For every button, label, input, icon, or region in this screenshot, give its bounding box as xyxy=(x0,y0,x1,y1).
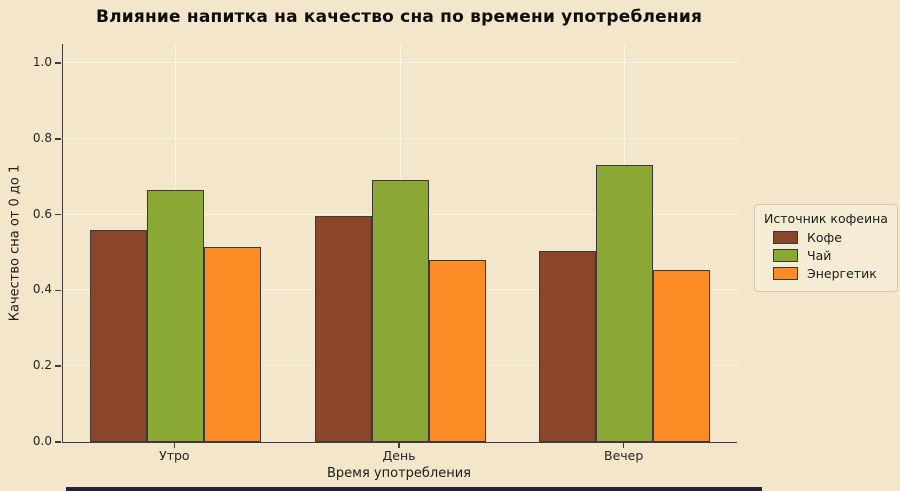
legend-title: Источник кофеина xyxy=(764,211,888,226)
bottom-window-edge xyxy=(66,487,762,491)
bar-Энергетик-Вечер xyxy=(653,269,711,442)
legend-swatch-Энергетик xyxy=(773,267,798,280)
y-tick-mark xyxy=(55,441,61,443)
y-axis-label: Качество сна от 0 до 1 xyxy=(7,164,23,322)
plot-area xyxy=(62,44,737,443)
legend-item-Кофе: Кофе xyxy=(773,230,889,245)
y-tick-label: 0.8 xyxy=(32,130,52,145)
legend-item-label: Энергетик xyxy=(807,266,877,281)
legend-item-label: Кофе xyxy=(807,230,842,245)
y-tick-mark xyxy=(55,137,61,140)
x-tick-label: День xyxy=(382,448,416,463)
legend-item-Энергетик: Энергетик xyxy=(773,266,889,281)
legend-item-Чай: Чай xyxy=(773,248,889,263)
bar-Чай-День xyxy=(371,180,429,442)
legend-item-label: Чай xyxy=(807,248,832,263)
legend-items: Кофе Чай Энергетик xyxy=(763,230,889,281)
x-tick-mark xyxy=(173,443,176,448)
legend-swatch-Чай xyxy=(773,249,798,262)
y-tick-label: 0.0 xyxy=(32,434,52,448)
y-tick-label: 0.6 xyxy=(32,206,52,221)
y-tick-label: 0.4 xyxy=(32,282,52,297)
legend-swatch-Кофе xyxy=(773,231,798,244)
bar-Энергетик-Утро xyxy=(203,246,261,442)
bar-Чай-Вечер xyxy=(596,165,654,442)
y-tick-mark xyxy=(55,365,61,367)
y-tick-mark xyxy=(55,289,61,292)
chart-title: Влияние напитка на качество сна по време… xyxy=(95,7,703,27)
x-tick-label: Утро xyxy=(159,448,190,463)
bar-Чай-Утро xyxy=(146,189,204,442)
y-tick-mark xyxy=(55,62,61,64)
y-tick-mark xyxy=(55,213,61,216)
x-axis-label: Время употребления xyxy=(327,466,471,481)
x-tick-mark xyxy=(398,443,400,448)
y-tick-label: 1.0 xyxy=(32,54,52,69)
bar-Энергетик-День xyxy=(428,260,486,442)
bar-Кофе-Утро xyxy=(89,229,147,442)
bar-Кофе-Вечер xyxy=(539,250,597,442)
legend: Источник кофеина Кофе Чай Энергетик xyxy=(754,204,898,292)
x-tick-mark xyxy=(622,443,625,448)
y-tick-label: 0.2 xyxy=(32,358,52,373)
x-tick-label: Вечер xyxy=(604,448,644,463)
bar-Кофе-День xyxy=(314,216,372,442)
